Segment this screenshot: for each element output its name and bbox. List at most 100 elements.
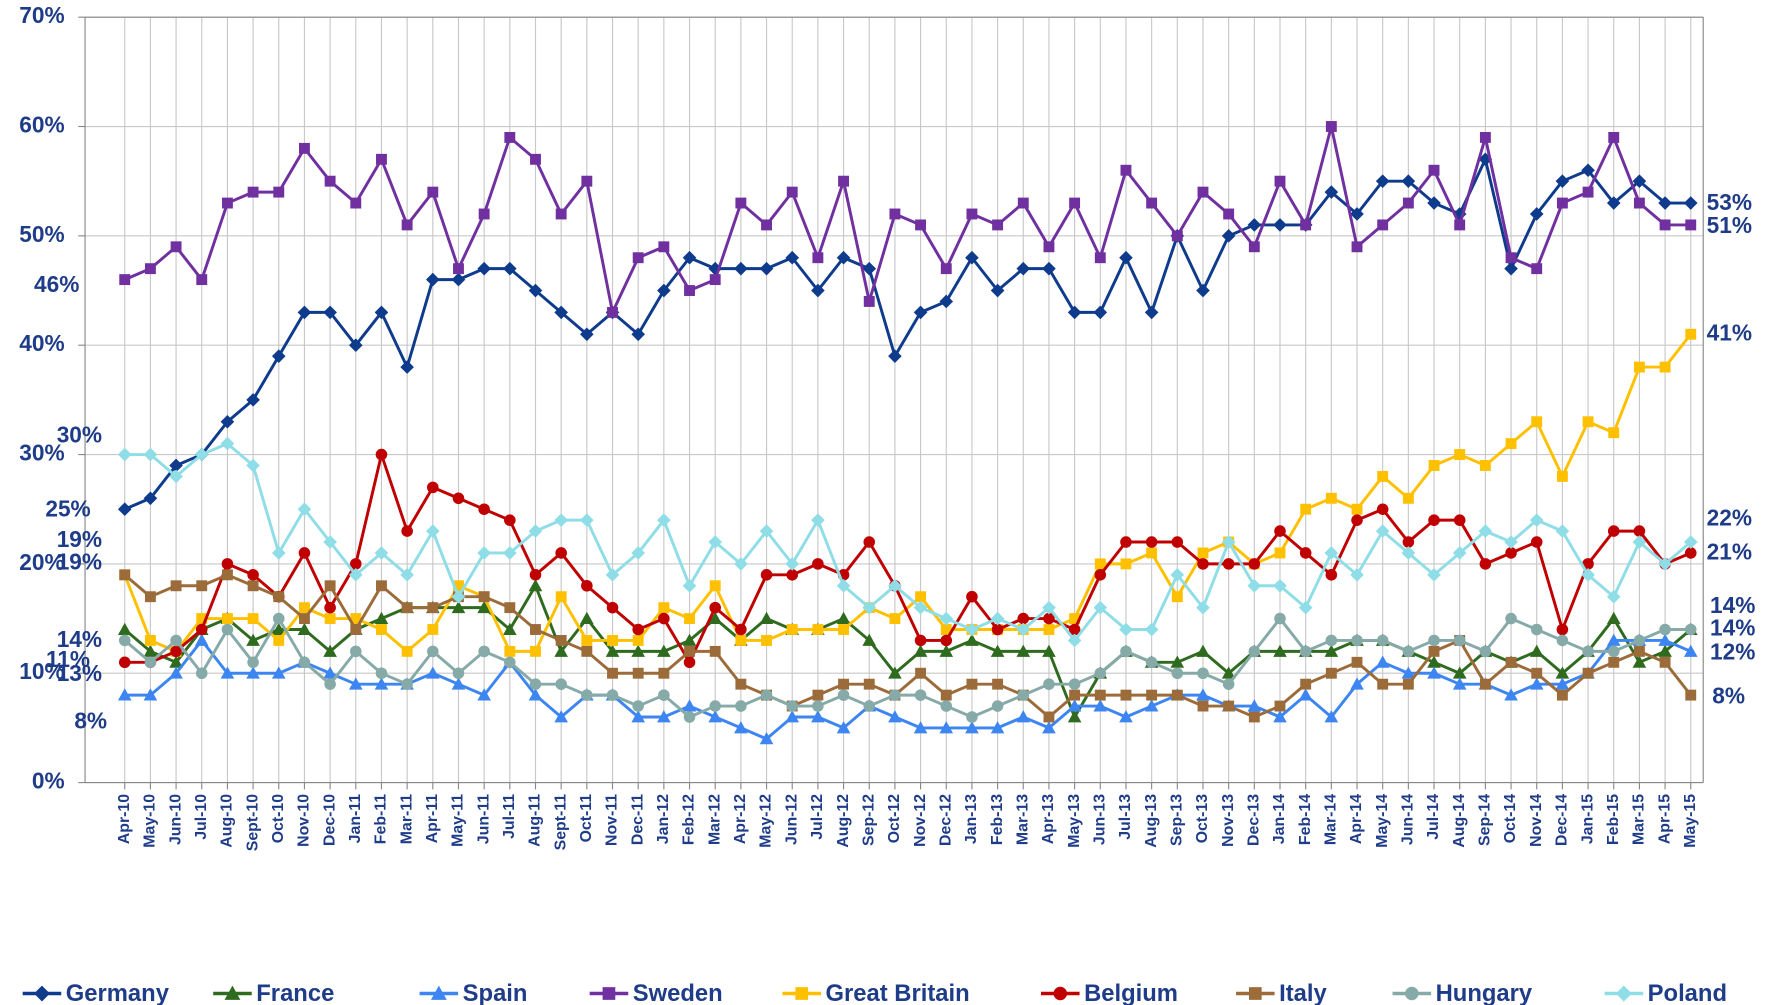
marker <box>1505 547 1517 559</box>
marker <box>1043 612 1055 625</box>
marker <box>555 591 567 603</box>
end-label: 14% <box>1710 592 1755 618</box>
marker <box>324 613 336 625</box>
marker <box>1607 525 1620 537</box>
marker <box>1146 689 1158 701</box>
marker <box>1042 261 1056 276</box>
legend: Germany France Spain Sweden Great Britain Bel… <box>22 980 1727 1005</box>
marker <box>1427 655 1441 668</box>
marker <box>915 591 927 603</box>
series-line <box>124 442 1692 642</box>
marker <box>221 569 233 581</box>
marker <box>836 721 851 734</box>
marker <box>709 645 721 657</box>
marker <box>451 600 466 614</box>
marker <box>224 985 241 1000</box>
x-tick-label: May-15 <box>1682 794 1699 848</box>
x-tick-label: Feb-13 <box>989 794 1006 845</box>
marker <box>323 535 337 549</box>
marker <box>709 580 721 592</box>
marker <box>607 634 618 646</box>
marker <box>658 667 670 679</box>
marker <box>1222 678 1235 690</box>
marker <box>1530 623 1543 636</box>
marker <box>503 622 517 635</box>
marker <box>1274 175 1286 187</box>
marker <box>348 568 363 582</box>
x-tick-label: Feb-11 <box>373 794 390 844</box>
marker <box>862 633 877 646</box>
legend-label: Poland <box>1648 980 1727 1005</box>
marker <box>144 591 156 603</box>
marker <box>1017 612 1030 625</box>
marker <box>990 611 1005 626</box>
x-tick-label: Oct-13 <box>1194 794 1211 844</box>
marker <box>555 547 567 559</box>
marker <box>374 546 389 560</box>
marker <box>401 219 413 231</box>
marker <box>862 261 877 276</box>
marker <box>427 602 439 614</box>
marker <box>1197 558 1209 570</box>
legend-label: Italy <box>1279 980 1327 1005</box>
marker <box>350 613 362 625</box>
marker <box>221 613 233 625</box>
x-tick-label: May-10 <box>142 794 159 848</box>
x-tick-label: Nov-11 <box>604 794 621 846</box>
x-tick-label: Apr-12 <box>732 794 749 844</box>
marker <box>1146 547 1158 559</box>
marker <box>1273 644 1287 657</box>
marker <box>1094 252 1106 264</box>
marker <box>376 580 387 592</box>
marker <box>1093 600 1108 615</box>
marker <box>966 590 978 603</box>
x-tick-label: Apr-11 <box>424 794 441 844</box>
marker <box>1402 197 1414 209</box>
marker <box>1053 986 1068 1001</box>
marker <box>1454 449 1466 460</box>
marker <box>863 700 876 712</box>
marker <box>759 261 774 276</box>
marker <box>451 272 466 287</box>
marker <box>530 624 541 635</box>
marker <box>1452 546 1467 560</box>
marker <box>1042 644 1056 657</box>
labels: 25%53%14%14%8%12%46%51%19%41%11%21%19%8%… <box>34 189 1755 733</box>
marker <box>708 535 723 549</box>
marker <box>915 667 927 679</box>
x-tick-label: Mar-15 <box>1631 794 1648 845</box>
marker <box>348 677 363 690</box>
marker <box>376 624 387 635</box>
marker <box>1505 656 1517 668</box>
marker <box>1221 229 1236 243</box>
marker <box>709 601 721 614</box>
marker <box>271 666 286 679</box>
end-label: 53% <box>1707 189 1752 215</box>
marker <box>1042 721 1056 734</box>
marker <box>401 678 413 690</box>
marker <box>374 677 389 690</box>
x-tick-label: Sep-12 <box>860 794 877 846</box>
marker <box>144 656 157 669</box>
marker <box>297 622 312 635</box>
marker <box>1402 536 1415 548</box>
start-label: 30% <box>57 422 102 448</box>
marker <box>1684 547 1697 559</box>
x-tick-label: Dec-13 <box>1246 794 1263 846</box>
marker <box>990 721 1005 734</box>
marker <box>1171 689 1183 701</box>
marker <box>117 688 132 701</box>
x-tick-label: Jul-11 <box>501 794 518 839</box>
marker <box>1556 470 1568 482</box>
marker <box>144 634 156 646</box>
marker <box>632 623 644 636</box>
marker <box>1300 678 1312 690</box>
legend-label: Belgium <box>1084 980 1178 1005</box>
marker <box>273 186 285 198</box>
marker <box>1428 164 1440 176</box>
marker <box>1581 163 1595 178</box>
marker <box>196 613 208 625</box>
marker <box>1633 645 1645 657</box>
marker <box>1043 678 1055 690</box>
marker <box>888 349 902 363</box>
